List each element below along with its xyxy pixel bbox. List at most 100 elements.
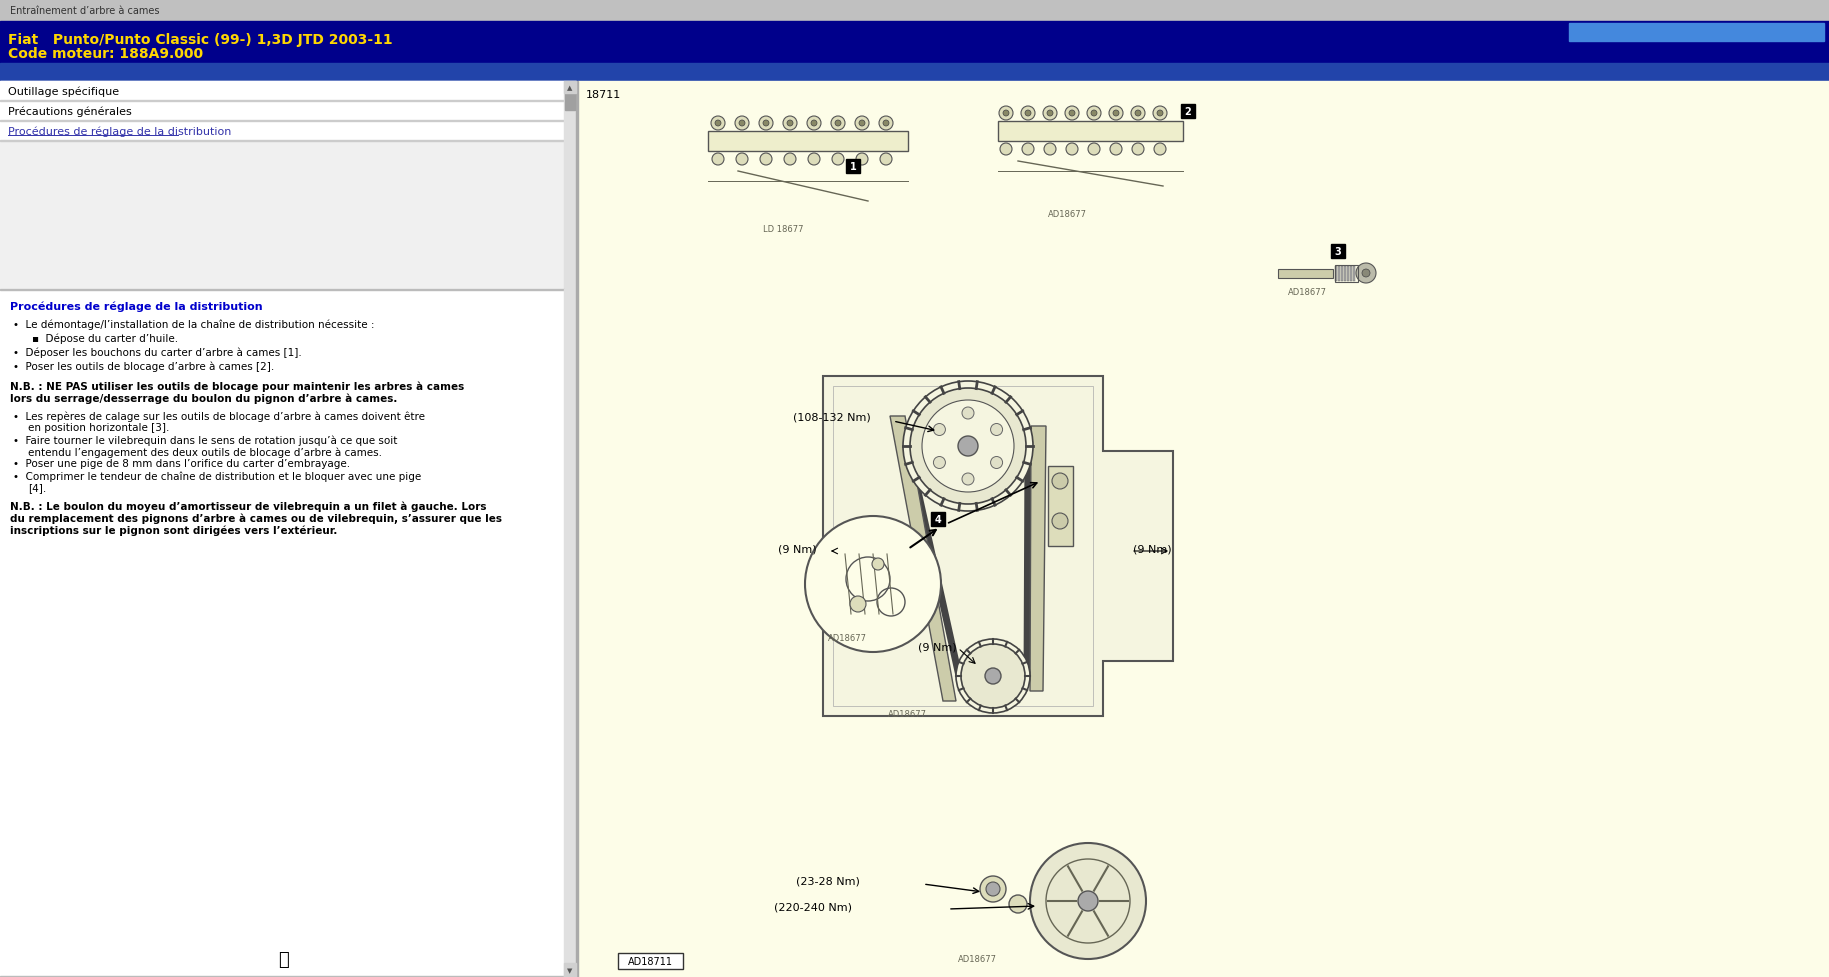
Text: •  Comprimer le tendeur de chaîne de distribution et le bloquer avec une pige: • Comprimer le tendeur de chaîne de dist… [13,471,421,481]
Text: AD18711: AD18711 [627,956,673,966]
Circle shape [807,117,821,131]
Circle shape [1158,110,1163,117]
Text: Procédures de réglage de la distribution: Procédures de réglage de la distribution [7,127,232,137]
Bar [0,122,563,142]
Circle shape [962,474,975,486]
Bar [847,160,860,174]
Bar [578,82,1829,977]
Text: entendu l’engagement des deux outils de blocage d’arbre à cames.: entendu l’engagement des deux outils de … [27,446,382,457]
Circle shape [1077,891,1097,912]
Circle shape [1086,106,1101,121]
Polygon shape [823,376,1172,716]
Bar [1350,267,1352,281]
Circle shape [1088,144,1099,156]
Circle shape [856,153,869,166]
Bar [1346,267,1350,281]
Circle shape [962,407,975,419]
Circle shape [922,401,1013,492]
Circle shape [850,596,865,613]
Circle shape [911,389,1026,504]
Bar [0,142,563,290]
Text: •  Poser les outils de blocage d’arbre à cames [2].: • Poser les outils de blocage d’arbre à … [13,361,274,372]
Circle shape [1043,106,1057,121]
Circle shape [1130,106,1145,121]
Text: •  Les repères de calage sur les outils de blocage d’arbre à cames doivent être: • Les repères de calage sur les outils d… [13,410,424,421]
Text: (108-132 Nm): (108-132 Nm) [794,411,871,421]
Text: 2: 2 [1185,106,1191,117]
Circle shape [711,153,724,166]
Text: AD18677: AD18677 [958,954,997,963]
Text: •  Le démontage/l’installation de la chaîne de distribution nécessite :: • Le démontage/l’installation de la chaî… [13,319,375,330]
Bar [0,82,563,102]
Circle shape [986,668,1000,684]
Text: ▪  Dépose du carter d’huile.: ▪ Dépose du carter d’huile. [31,334,177,344]
Circle shape [860,121,865,127]
Circle shape [1132,144,1143,156]
Bar [0,82,576,977]
Text: ▲: ▲ [567,85,572,91]
Circle shape [986,882,1000,896]
Circle shape [1044,144,1055,156]
Bar [1335,266,1357,282]
Circle shape [1052,514,1068,530]
Circle shape [1064,106,1079,121]
Text: 4: 4 [935,515,942,525]
Circle shape [1136,110,1141,117]
Circle shape [715,121,721,127]
Text: N.B. : Le boulon du moyeu d’amortisseur de vilebrequin a un filet à gauche. Lors: N.B. : Le boulon du moyeu d’amortisseur … [9,500,487,511]
Text: Code moteur: 188A9.000: Code moteur: 188A9.000 [7,47,203,61]
Bar [576,82,578,977]
Circle shape [1152,106,1167,121]
Text: [4].: [4]. [27,483,46,492]
Text: AD18677: AD18677 [889,709,927,718]
Text: ▼: ▼ [567,967,572,973]
Bar [0,976,563,977]
Bar [1341,267,1342,281]
Circle shape [957,639,1030,713]
Circle shape [739,121,744,127]
Bar [1569,24,1824,42]
Circle shape [1030,843,1147,959]
Circle shape [854,117,869,131]
Bar [999,122,1183,142]
Bar [563,82,576,290]
Text: AD18677: AD18677 [889,605,927,614]
Text: 1: 1 [850,162,856,172]
Text: (9 Nm): (9 Nm) [777,544,816,554]
Text: (9 Nm): (9 Nm) [1132,544,1172,554]
Bar [0,0,1829,21]
Bar [1344,267,1346,281]
Circle shape [1114,110,1119,117]
Circle shape [872,559,883,571]
Circle shape [832,153,843,166]
Circle shape [759,117,774,131]
Text: 🔍: 🔍 [278,950,289,968]
Bar [1278,270,1333,278]
Bar [1332,245,1344,259]
Text: Précautions générales: Précautions générales [7,106,132,117]
Bar [1182,105,1194,119]
Bar [618,953,682,969]
Circle shape [933,457,946,469]
Circle shape [761,153,772,166]
Circle shape [1355,264,1375,283]
Text: •  Poser une pige de 8 mm dans l’orifice du carter d’embrayage.: • Poser une pige de 8 mm dans l’orifice … [13,458,349,469]
Circle shape [785,153,796,166]
Bar [1335,267,1337,281]
Circle shape [1066,144,1077,156]
Circle shape [880,117,893,131]
Text: (9 Nm): (9 Nm) [918,641,957,652]
Circle shape [735,153,748,166]
Bar [1339,267,1341,281]
Circle shape [999,106,1013,121]
Bar [931,513,946,527]
Circle shape [991,457,1002,469]
Text: N.B. : NE PAS utiliser les outils de blocage pour maintenir les arbres à cames: N.B. : NE PAS utiliser les outils de blo… [9,382,465,392]
Bar [563,82,576,94]
Circle shape [958,437,979,456]
Circle shape [1068,110,1075,117]
Circle shape [805,517,940,653]
Circle shape [1022,144,1033,156]
Circle shape [933,424,946,436]
Text: 18711: 18711 [585,90,622,100]
